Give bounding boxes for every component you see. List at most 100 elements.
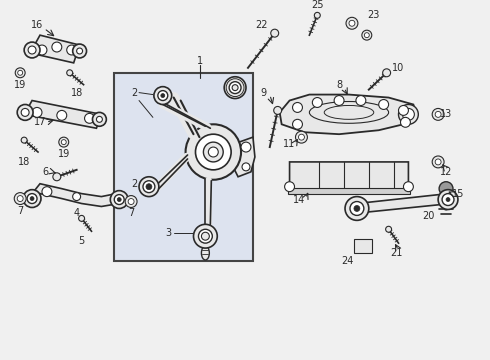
Text: 2: 2 [131, 87, 137, 98]
Circle shape [201, 232, 209, 240]
Circle shape [57, 111, 67, 120]
Circle shape [446, 198, 450, 202]
Circle shape [59, 137, 69, 147]
Circle shape [442, 194, 454, 206]
Circle shape [158, 91, 168, 100]
Circle shape [143, 181, 155, 193]
Text: 7: 7 [17, 206, 24, 216]
Text: 21: 21 [391, 248, 403, 258]
Polygon shape [280, 95, 416, 134]
Circle shape [30, 197, 34, 201]
Circle shape [349, 20, 355, 26]
Circle shape [161, 94, 165, 98]
Circle shape [229, 82, 241, 94]
Circle shape [114, 195, 124, 204]
Text: 16: 16 [31, 20, 43, 30]
Polygon shape [290, 162, 408, 190]
Bar [354, 239, 372, 253]
Circle shape [117, 198, 121, 202]
Text: 20: 20 [422, 211, 435, 221]
Circle shape [14, 193, 26, 204]
Circle shape [432, 108, 444, 120]
Circle shape [314, 12, 320, 18]
Circle shape [203, 142, 223, 162]
Text: 18: 18 [18, 157, 30, 167]
Circle shape [73, 44, 87, 58]
Text: 25: 25 [311, 0, 323, 10]
Text: 12: 12 [440, 167, 452, 177]
Ellipse shape [201, 246, 209, 260]
Circle shape [398, 104, 418, 124]
Circle shape [403, 182, 414, 192]
Circle shape [53, 173, 61, 181]
Text: 2: 2 [131, 179, 137, 189]
Text: 6: 6 [42, 167, 48, 177]
Polygon shape [354, 194, 451, 213]
Circle shape [293, 119, 302, 129]
Circle shape [312, 98, 322, 107]
Circle shape [17, 195, 23, 202]
Circle shape [78, 215, 85, 221]
Text: 8: 8 [336, 80, 342, 90]
Circle shape [439, 182, 453, 195]
Polygon shape [32, 184, 119, 207]
Circle shape [110, 191, 128, 208]
Circle shape [232, 85, 238, 91]
Circle shape [42, 187, 52, 197]
Circle shape [285, 182, 294, 192]
Circle shape [242, 163, 250, 171]
Polygon shape [24, 100, 101, 128]
Circle shape [21, 108, 29, 116]
Circle shape [32, 107, 42, 117]
Circle shape [435, 111, 441, 117]
Circle shape [432, 156, 444, 168]
Circle shape [154, 87, 172, 104]
Circle shape [27, 194, 37, 203]
Circle shape [350, 202, 364, 215]
Circle shape [196, 134, 231, 170]
Circle shape [67, 45, 76, 55]
Circle shape [21, 137, 27, 143]
Circle shape [365, 33, 369, 38]
Circle shape [125, 195, 137, 207]
Circle shape [379, 99, 389, 109]
Text: 24: 24 [341, 256, 353, 266]
Text: 11: 11 [283, 139, 295, 149]
Circle shape [435, 159, 441, 165]
Text: 19: 19 [14, 80, 26, 90]
Text: 18: 18 [71, 87, 83, 98]
Circle shape [241, 142, 251, 152]
Circle shape [93, 112, 106, 126]
Text: 4: 4 [74, 208, 80, 219]
Circle shape [15, 68, 25, 78]
Circle shape [37, 45, 47, 55]
Bar [288, 188, 411, 194]
Circle shape [76, 48, 83, 54]
Circle shape [298, 134, 304, 140]
Text: 3: 3 [166, 228, 172, 238]
Circle shape [67, 70, 73, 76]
Circle shape [386, 226, 392, 232]
Circle shape [73, 193, 80, 201]
Circle shape [274, 107, 282, 114]
Circle shape [224, 77, 246, 99]
Circle shape [293, 103, 302, 112]
Circle shape [186, 124, 241, 180]
Circle shape [295, 131, 307, 143]
Circle shape [24, 42, 40, 58]
Text: 23: 23 [368, 10, 380, 21]
Circle shape [128, 199, 134, 204]
Circle shape [17, 104, 33, 120]
Text: 19: 19 [58, 149, 70, 159]
Text: 1: 1 [197, 56, 203, 66]
Circle shape [398, 105, 408, 115]
Polygon shape [30, 35, 79, 63]
Circle shape [61, 140, 66, 145]
Circle shape [402, 108, 415, 120]
Circle shape [194, 224, 217, 248]
Circle shape [354, 206, 360, 211]
Circle shape [346, 17, 358, 29]
Circle shape [146, 184, 152, 190]
Circle shape [400, 117, 411, 127]
Circle shape [85, 113, 95, 123]
